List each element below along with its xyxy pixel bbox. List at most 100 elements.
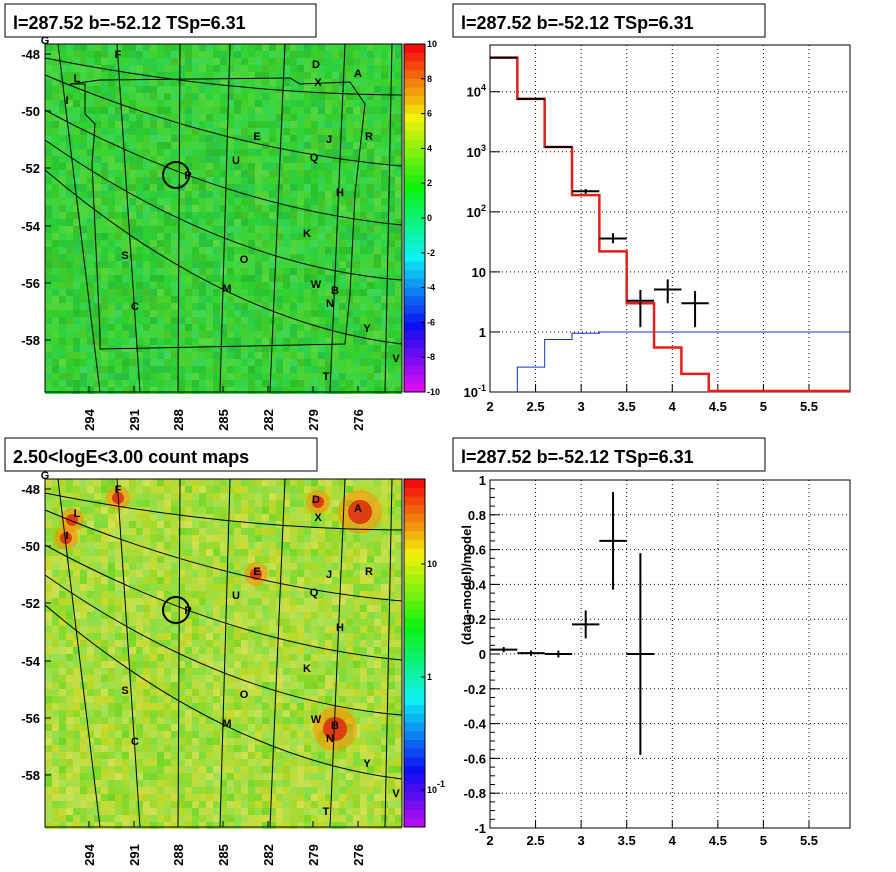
colorbar-cell — [404, 200, 425, 210]
colorbar-cell — [404, 191, 425, 202]
y-tick-label: -1 — [474, 821, 486, 836]
colorbar-cell — [404, 600, 425, 610]
colorbar-tick-label: 1 — [427, 672, 432, 682]
y-tick-label: -48 — [21, 47, 40, 62]
x-tick-label: 2.5 — [527, 833, 545, 848]
lon-line — [384, 478, 393, 828]
y-tick-label: 104 — [467, 83, 486, 100]
source-label-B: B — [331, 285, 339, 297]
lon-line — [177, 43, 181, 393]
lon-line — [384, 43, 393, 393]
source-label-Y: Y — [363, 758, 371, 770]
y-tick-label: 1 — [479, 325, 486, 340]
source-label-D: D — [312, 494, 320, 506]
y-tick-label: -48 — [21, 482, 40, 497]
lon-line — [329, 478, 346, 828]
map-title: l=287.52 b=-52.12 TSp=6.31 — [13, 13, 246, 33]
colorbar-cell — [404, 139, 425, 149]
map-title-box — [4, 3, 317, 38]
colorbar-cell — [404, 52, 425, 62]
colorbar-cell — [404, 705, 425, 715]
lon-line — [116, 478, 141, 828]
colorbar-cell — [404, 505, 425, 515]
colorbar-cell — [404, 104, 425, 115]
colorbar-tick-label: -2 — [427, 248, 435, 258]
y-tick-label: -58 — [21, 768, 40, 783]
residual-panel: 2 2.5 3 3.5 4 4.5 5 5.5 1 0.8 0.6 0.4 0.2 0 -0.2 -0.4 -0… — [459, 473, 851, 848]
roi-contour — [69, 77, 366, 350]
x-tick-label: 276 — [351, 844, 366, 866]
y-tick-label: -52 — [21, 161, 40, 176]
colorbar-cell — [404, 270, 425, 280]
source-label-M: M — [222, 283, 231, 295]
colorbar-cell — [404, 774, 425, 784]
colorbar-cell — [404, 331, 425, 341]
lat-line — [44, 544, 403, 661]
y-tick-label: -52 — [21, 596, 40, 611]
plot-frame — [489, 44, 851, 393]
y-tick-label: -56 — [21, 276, 40, 291]
colorbar-cell — [404, 383, 425, 393]
source-label-F: F — [115, 49, 122, 61]
source-label-Q: Q — [310, 152, 319, 164]
source-label-H: H — [336, 187, 344, 199]
source-label-P: P — [184, 605, 191, 617]
colorbar-tick-label: 2 — [427, 178, 432, 188]
source-label-U: U — [232, 155, 240, 167]
colorbar-cell — [404, 783, 425, 793]
colorbar-cell — [404, 357, 425, 367]
colorbar-cell — [404, 296, 425, 306]
colorbar-cell — [404, 722, 425, 732]
colorbar-cell — [404, 252, 425, 262]
x-tick-label: 279 — [306, 844, 321, 866]
colorbar-cell — [404, 531, 425, 541]
colorbar-cell — [404, 165, 425, 175]
colorbar-cell — [404, 626, 425, 637]
colorbar-cell — [404, 487, 425, 497]
source-label-V: V — [392, 353, 400, 365]
source-label-O: O — [240, 254, 249, 266]
x-tick-label: 291 — [127, 844, 142, 866]
colorbar-cell — [404, 513, 425, 523]
lon-line — [269, 43, 286, 393]
model-line — [490, 56, 850, 393]
colorbar-cell — [404, 818, 425, 828]
source-label-G: G — [41, 470, 50, 482]
source-label-B: B — [331, 720, 339, 732]
lat-line — [44, 57, 403, 96]
colorbar-tick-label: -6 — [427, 317, 435, 327]
lat-line — [44, 492, 403, 531]
colorbar-cell — [404, 183, 425, 193]
colorbar-cell — [404, 766, 425, 776]
colorbar-cell — [404, 809, 425, 819]
colorbar-cell — [404, 148, 425, 158]
source-label-J: J — [326, 134, 332, 146]
x-tick-label: 3.5 — [618, 399, 636, 414]
colorbar-cell — [404, 661, 425, 671]
source-label-S: S — [121, 250, 128, 262]
colorbar-cell — [404, 278, 425, 289]
source-label-W: W — [311, 714, 322, 726]
y-tick-label: -58 — [21, 333, 40, 348]
colorbar-cell — [404, 653, 425, 663]
x-tick-label: 291 — [127, 409, 142, 431]
source-label-D: D — [312, 59, 320, 71]
x-tick-label: 2 — [486, 399, 493, 414]
colorbar-cell — [404, 618, 425, 628]
colorbar-cell — [404, 348, 425, 358]
target-circle — [162, 596, 190, 624]
y-axis-label: (data-model)/model — [459, 525, 474, 645]
y-tick-label: 10-1 — [464, 383, 486, 400]
y-tick-label: -0.4 — [464, 717, 487, 732]
colorbar-cell — [404, 131, 425, 141]
source-label-X: X — [314, 512, 322, 524]
source-label-M: M — [222, 718, 231, 730]
colorbar-tick-label: -10 — [427, 387, 440, 397]
lat-line — [44, 109, 403, 226]
x-tick-label: 288 — [171, 844, 186, 866]
hotspot-core-I — [60, 532, 72, 544]
x-tick-label: 5.5 — [800, 833, 818, 848]
colorbar-tick-label: 10-1 — [427, 779, 445, 795]
y-tick-label: 1 — [479, 473, 486, 488]
source-label-T: T — [323, 371, 330, 383]
